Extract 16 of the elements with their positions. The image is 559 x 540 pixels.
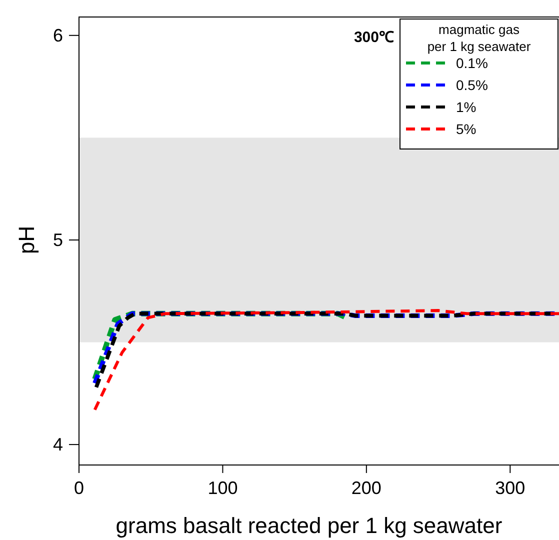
legend-label: 5% bbox=[456, 121, 476, 137]
x-tick-label: 300 bbox=[495, 478, 526, 498]
legend-label: 0.1% bbox=[456, 55, 488, 71]
annotation: 300℃ bbox=[354, 29, 394, 46]
y-tick-label: 5 bbox=[52, 230, 63, 250]
legend-label: 1% bbox=[456, 99, 476, 115]
line-series bbox=[93, 309, 559, 412]
y-tick-label: 6 bbox=[52, 25, 63, 46]
x-axis-title: grams basalt reacted per 1 kg seawater bbox=[116, 513, 502, 538]
x-tick-label: 0 bbox=[74, 478, 84, 498]
y-tick-label: 4 bbox=[52, 434, 63, 455]
x-tick-label: 200 bbox=[351, 478, 382, 498]
legend-title: magmatic gas per 1 kg seawater bbox=[427, 22, 532, 54]
legend-label: 0.5% bbox=[456, 77, 488, 93]
y-axis-title: pH bbox=[14, 226, 39, 254]
x-tick-label: 100 bbox=[208, 478, 238, 498]
